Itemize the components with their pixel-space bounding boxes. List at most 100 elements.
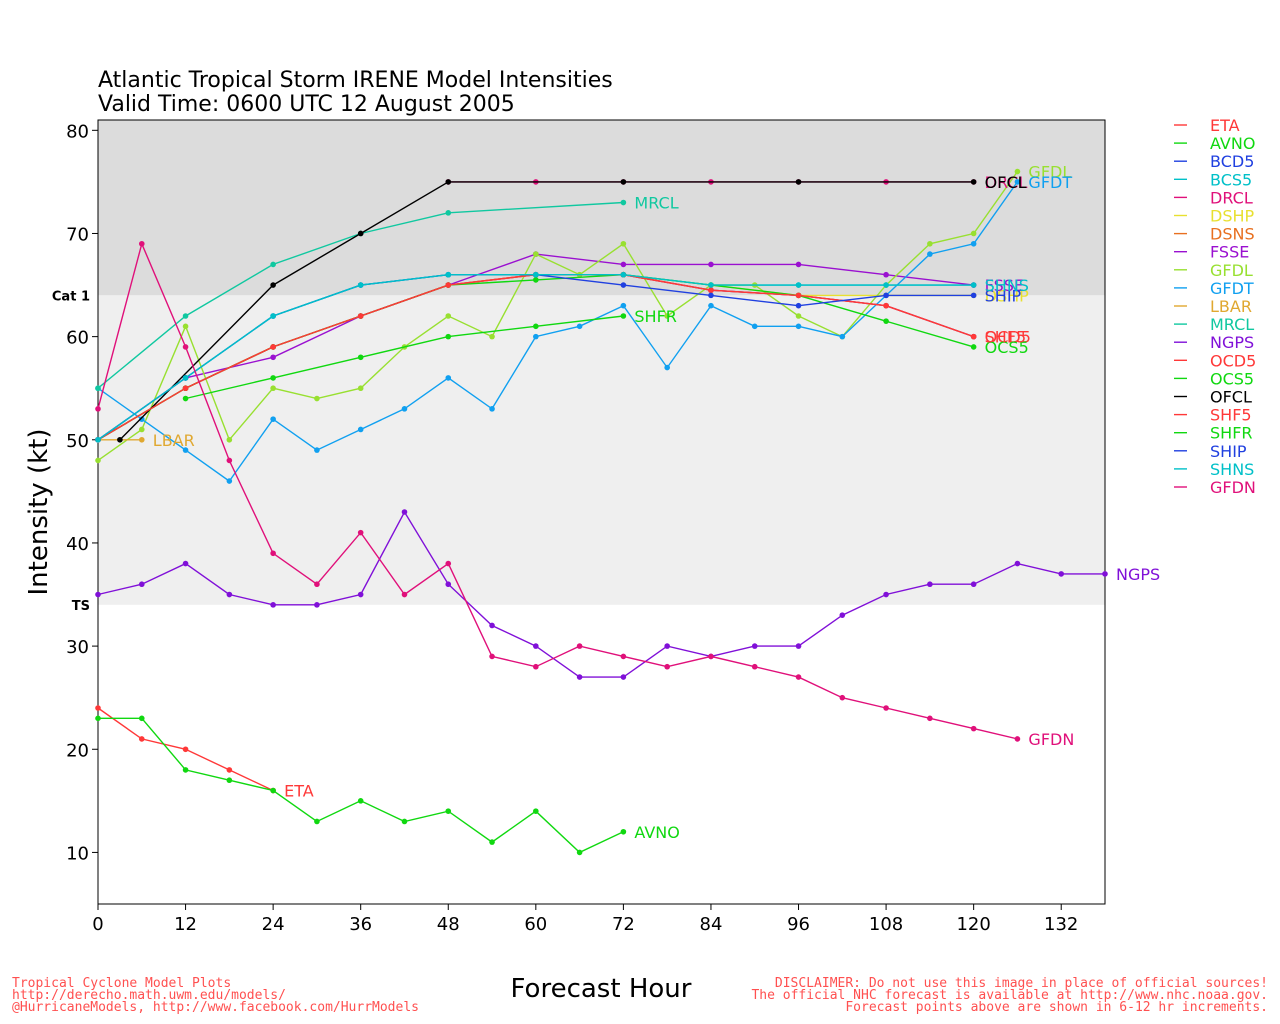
data-point-fsse — [883, 271, 889, 278]
legend-label-dshp: DSHP — [1210, 207, 1255, 226]
data-point-gfdt — [970, 240, 977, 247]
y-tick-label: 20 — [66, 740, 89, 761]
footer-right-line3: Forecast points above are shown in 6-12 … — [845, 1000, 1268, 1015]
x-tick-label: 48 — [437, 914, 460, 935]
data-point-mrcl — [182, 313, 189, 319]
data-point-shns — [708, 282, 714, 288]
end-label-ocs5: OCS5 — [985, 338, 1029, 357]
legend: ETAAVNOBCD5BCS5DRCLDSHPDSNSFSSEGFDLGFDTL… — [1174, 116, 1256, 497]
legend-label-shfr: SHFR — [1210, 424, 1253, 443]
data-point-fsse — [620, 261, 627, 268]
data-point-ngps — [489, 622, 495, 629]
series-line-avno — [98, 717, 624, 854]
data-point-gfdl — [95, 457, 101, 464]
legend-label-avno: AVNO — [1210, 134, 1255, 153]
footer-right: DISCLAIMER: Do not use this image in pla… — [751, 977, 1268, 1015]
data-point-gfdl — [664, 313, 670, 319]
data-point-avno — [226, 777, 233, 784]
data-point-ofcl — [970, 179, 977, 185]
data-point-ngps — [138, 581, 145, 588]
data-point-gfdl — [357, 385, 364, 392]
legend-label-ocd5: OCD5 — [1210, 351, 1256, 370]
data-point-gfdt — [533, 333, 539, 340]
data-point-ngps — [664, 643, 670, 649]
data-point-gfdt — [620, 302, 627, 309]
series-line-gfdt — [97, 181, 1018, 483]
data-point-shfr — [357, 354, 364, 361]
x-tick-label: 24 — [262, 914, 285, 935]
legend-label-lbar: LBAR — [1210, 297, 1252, 316]
data-point-ngps — [927, 581, 933, 588]
data-point-ngps — [795, 643, 802, 649]
legend-label-mrcl: MRCL — [1210, 315, 1254, 334]
legend-label-shf5: SHF5 — [1210, 406, 1252, 425]
data-point-avno — [95, 715, 101, 722]
data-point-ocs5 — [883, 318, 889, 324]
data-point-ofcl — [795, 179, 802, 185]
data-point-gfdn — [489, 653, 495, 660]
data-point-gfdl — [226, 436, 233, 443]
data-point-lbar — [138, 436, 145, 443]
footer-left-line2[interactable]: http://derecho.math.uwm.edu/models/ — [12, 988, 286, 1003]
footer-left-line3[interactable]: @HurricaneModels, http://www.facebook.co… — [12, 1000, 419, 1015]
data-point-ngps — [970, 581, 977, 588]
y-tick-label: 10 — [66, 843, 89, 864]
data-point-avno — [445, 808, 452, 814]
data-point-gfdn — [138, 240, 145, 247]
data-point-ship — [795, 302, 802, 309]
legend-label-gfdt: GFDT — [1210, 279, 1254, 298]
data-point-avno — [576, 849, 583, 856]
data-point-shns — [445, 271, 452, 278]
data-point-shf5 — [970, 333, 977, 340]
data-point-gfdn — [883, 705, 889, 711]
y-tick-label: 70 — [66, 224, 89, 245]
data-point-shf5 — [445, 282, 452, 288]
data-point-avno — [533, 808, 539, 814]
legend-label-drcl: DRCL — [1210, 188, 1253, 207]
data-point-gfdt — [839, 333, 846, 340]
data-point-gfdl — [970, 230, 977, 237]
end-label-fsse: FSSE — [985, 276, 1024, 295]
x-tick-label: 60 — [524, 914, 547, 935]
data-point-ngps — [1014, 560, 1021, 567]
end-label-gfdl: GFDL — [1028, 163, 1071, 182]
legend-label-gfdn: GFDN — [1210, 478, 1256, 497]
x-tick-label: 96 — [787, 914, 810, 935]
data-point-shns — [270, 313, 276, 319]
x-tick-label: 72 — [612, 914, 635, 935]
data-point-gfdl — [138, 426, 145, 433]
series-line-gfdn — [97, 241, 1018, 740]
data-point-ship — [970, 292, 977, 299]
legend-label-ship: SHIP — [1210, 442, 1247, 461]
data-point-ship — [708, 292, 714, 299]
end-label-gfdn: GFDN — [1028, 730, 1074, 749]
data-point-ofcl — [445, 179, 452, 185]
legend-label-gfdl: GFDL — [1210, 261, 1253, 280]
data-point-ngps — [182, 560, 189, 567]
end-label-ofcl: OFCL — [985, 173, 1027, 192]
series-line-gfdl — [97, 171, 1018, 461]
y-tick-label: 80 — [66, 121, 89, 142]
data-point-ofcl — [270, 282, 276, 288]
x-tick-label: 0 — [92, 914, 103, 935]
data-point-ofcl — [620, 179, 627, 185]
y-axis: 10 20 30 40 50 60 70 80 — [66, 121, 98, 864]
data-point-shns — [795, 282, 802, 288]
end-label-gfdt: GFDT — [1028, 173, 1072, 192]
end-label-drcl: DRCL — [985, 173, 1028, 192]
data-point-ngps — [95, 591, 101, 598]
data-point-shf5 — [708, 287, 714, 294]
data-point-gfdl — [620, 240, 627, 247]
data-point-avno — [401, 818, 408, 825]
x-tick-label: 84 — [700, 914, 723, 935]
end-label-shfr: SHFR — [634, 307, 677, 326]
legend-label-bcs5: BCS5 — [1210, 170, 1252, 189]
data-point-gfdt — [664, 364, 670, 371]
data-point-ngps — [751, 643, 758, 649]
end-label-dshp: DSHP — [985, 286, 1030, 305]
x-tick-label: 12 — [174, 914, 197, 935]
data-point-gfdl — [1014, 168, 1021, 175]
data-point-avno — [182, 767, 189, 773]
data-point-ship — [883, 292, 889, 299]
end-label-mrcl: MRCL — [634, 194, 678, 213]
